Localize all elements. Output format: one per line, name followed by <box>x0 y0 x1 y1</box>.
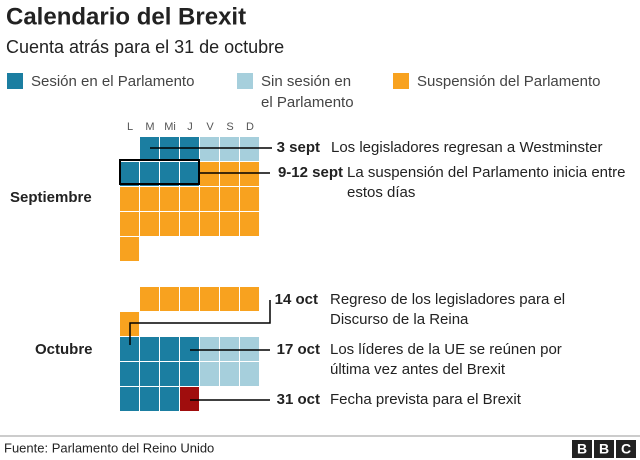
day-cell <box>180 362 199 386</box>
logo-box <box>572 440 592 458</box>
day-cell <box>200 212 219 236</box>
legend-label: Sin sesión en <box>261 73 351 90</box>
logo-letter: C <box>621 441 631 457</box>
legend-swatch <box>237 73 253 89</box>
subtitle: Cuenta atrás para el 31 de octubre <box>6 37 284 57</box>
weekday: Mi <box>164 121 176 133</box>
day-cell <box>240 287 259 311</box>
day-cell <box>160 337 179 361</box>
logo-letter: B <box>577 441 587 457</box>
weekday: D <box>246 121 254 133</box>
annotation-date: 9-12 sept <box>278 164 343 181</box>
annotation-text: estos días <box>347 184 415 201</box>
callout-line <box>129 300 271 345</box>
calendar <box>119 137 259 411</box>
annotation-date: 14 oct <box>275 291 318 308</box>
weekday: L <box>127 121 133 133</box>
day-cell <box>160 287 179 311</box>
weekday: V <box>206 121 214 133</box>
day-cell <box>220 362 239 386</box>
annotation-date: 3 sept <box>277 139 320 156</box>
logo-box <box>616 440 636 458</box>
day-cell <box>160 212 179 236</box>
day-cell <box>120 237 139 261</box>
day-cell <box>180 137 199 161</box>
weekday: S <box>226 121 233 133</box>
day-cell <box>200 337 219 361</box>
legend-label: Sesión en el Parlamento <box>31 73 194 90</box>
day-cell <box>160 362 179 386</box>
day-cell <box>120 212 139 236</box>
day-cell <box>240 137 259 161</box>
annotation-date: 17 oct <box>277 341 320 358</box>
weekday: J <box>187 121 193 133</box>
day-cell <box>120 187 139 211</box>
day-cell <box>240 162 259 186</box>
day-cell <box>140 162 159 186</box>
day-cell <box>120 362 139 386</box>
annotation-date: 31 oct <box>277 391 320 408</box>
day-cell <box>140 212 159 236</box>
day-cell <box>220 162 239 186</box>
annotation-text: Regreso de los legisladores para el <box>330 291 565 308</box>
day-cell <box>140 287 159 311</box>
day-cell <box>140 137 159 161</box>
day-cell <box>220 212 239 236</box>
day-cell <box>120 387 139 411</box>
title: Calendario del Brexit <box>6 3 246 30</box>
day-cell <box>220 337 239 361</box>
annotation-text: Los líderes de la UE se reúnen por <box>330 341 562 358</box>
day-cell <box>140 337 159 361</box>
day-cell <box>240 337 259 361</box>
day-cell <box>120 162 139 186</box>
month-label: Octubre <box>35 341 93 358</box>
day-cell <box>240 362 259 386</box>
day-cell <box>120 337 139 361</box>
weekday: M <box>145 121 154 133</box>
legend-label: el Parlamento <box>261 94 354 111</box>
day-cell <box>180 187 199 211</box>
day-cell <box>180 212 199 236</box>
day-cell <box>180 287 199 311</box>
month-label: Septiembre <box>10 189 92 206</box>
logo-letter: B <box>599 441 609 457</box>
legend-label: Suspensión del Parlamento <box>417 73 600 90</box>
day-cell <box>140 362 159 386</box>
day-cell <box>240 187 259 211</box>
day-cell <box>200 362 219 386</box>
annotation-text: última vez antes del Brexit <box>330 361 506 378</box>
logo-box <box>594 440 614 458</box>
day-cell <box>140 387 159 411</box>
day-cell <box>140 187 159 211</box>
source: Fuente: Parlamento del Reino Unido <box>4 440 214 455</box>
day-cell <box>200 162 219 186</box>
day-cell <box>160 137 179 161</box>
day-cell <box>180 337 199 361</box>
day-cell <box>240 212 259 236</box>
legend-swatch <box>7 73 23 89</box>
legend-swatch <box>393 73 409 89</box>
day-cell <box>200 187 219 211</box>
day-cell <box>220 187 239 211</box>
annotation-text: La suspensión del Parlamento inicia entr… <box>347 164 626 181</box>
day-cell <box>160 187 179 211</box>
day-cell <box>200 287 219 311</box>
day-cell <box>180 387 199 411</box>
annotation-text: Los legisladores regresan a Westminster <box>331 139 603 156</box>
day-cell <box>160 387 179 411</box>
annotation-text: Fecha prevista para el Brexit <box>330 391 522 408</box>
day-cell <box>160 162 179 186</box>
day-cell <box>220 287 239 311</box>
day-cell <box>180 162 199 186</box>
highlight-box <box>119 159 200 185</box>
callouts <box>129 147 272 401</box>
annotation-text: Discurso de la Reina <box>330 311 469 328</box>
day-cell <box>200 137 219 161</box>
day-cell <box>220 137 239 161</box>
